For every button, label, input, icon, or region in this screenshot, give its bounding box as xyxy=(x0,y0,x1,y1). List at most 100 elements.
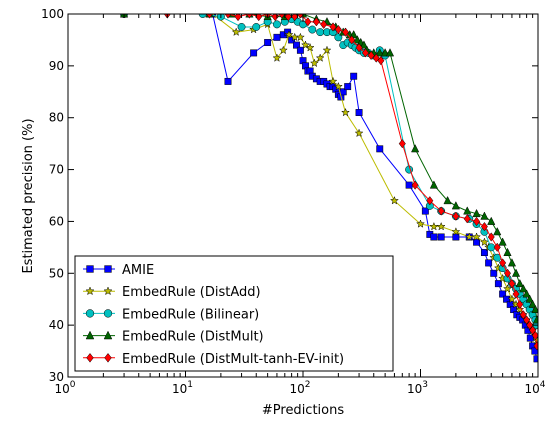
data-point xyxy=(480,211,489,220)
x-tick-base: 10 xyxy=(524,382,539,396)
data-point xyxy=(272,53,282,62)
data-point xyxy=(315,53,325,62)
data-point xyxy=(350,72,358,80)
legend-item: EmbedRule (Bilinear) xyxy=(83,307,259,322)
x-tick-label: 102 xyxy=(289,380,310,396)
data-point xyxy=(463,214,471,224)
legend-marker xyxy=(104,265,112,273)
data-point xyxy=(499,290,507,298)
legend-marker xyxy=(103,286,113,296)
data-point xyxy=(421,207,429,215)
data-point xyxy=(452,233,460,241)
legend-item: AMIE xyxy=(83,263,154,278)
x-tick-label: 100 xyxy=(54,380,75,396)
legend-item: EmbedRule (DistMult) xyxy=(83,330,264,345)
x-tick-label: 101 xyxy=(172,380,193,396)
data-point xyxy=(341,27,350,37)
data-point xyxy=(494,280,502,288)
data-point xyxy=(224,14,232,19)
data-point xyxy=(389,195,399,205)
y-tick-label: 60 xyxy=(49,214,64,228)
x-tick-exponent: 4 xyxy=(540,380,546,390)
data-point xyxy=(405,181,413,189)
series-0 xyxy=(120,14,538,363)
data-point xyxy=(507,294,517,304)
legend-marker xyxy=(86,352,94,363)
data-point xyxy=(312,17,320,27)
y-axis-label: Estimated precision (%) xyxy=(21,118,36,273)
data-point xyxy=(493,242,501,252)
data-point xyxy=(375,48,384,57)
data-point xyxy=(515,304,525,314)
data-point xyxy=(305,42,315,52)
x-tick-base: 10 xyxy=(172,382,187,396)
data-point xyxy=(416,219,425,228)
data-point xyxy=(376,145,384,153)
legend-marker xyxy=(85,330,95,340)
x-tick-base: 10 xyxy=(289,382,304,396)
data-point xyxy=(295,32,305,42)
x-tick-exponent: 1 xyxy=(187,380,193,390)
legend-marker xyxy=(103,309,113,318)
data-point xyxy=(426,196,434,206)
x-tick-label: 104 xyxy=(524,380,545,396)
data-point xyxy=(245,14,253,19)
data-point xyxy=(296,46,304,54)
data-point xyxy=(354,128,364,138)
legend-marker xyxy=(85,286,95,296)
data-point xyxy=(437,206,445,216)
legend-box xyxy=(74,255,394,372)
data-point xyxy=(531,304,538,314)
data-point xyxy=(503,247,512,256)
data-point xyxy=(507,258,517,267)
data-point xyxy=(205,14,213,19)
data-point xyxy=(250,49,258,57)
data-point xyxy=(309,58,319,68)
x-tick-base: 10 xyxy=(54,382,69,396)
x-tick-exponent: 3 xyxy=(422,380,428,390)
data-point xyxy=(322,45,332,55)
data-point xyxy=(515,278,524,288)
data-point xyxy=(511,268,521,277)
data-point xyxy=(355,43,363,53)
y-tick-label: 100 xyxy=(41,7,64,21)
legend: AMIE EmbedRule (DistAdd) EmbedRule (Biline… xyxy=(74,255,394,372)
data-point xyxy=(519,310,527,320)
data-point xyxy=(463,206,472,215)
y-tick-label: 80 xyxy=(49,111,64,125)
data-point xyxy=(231,27,241,36)
data-point xyxy=(334,24,342,35)
data-point xyxy=(284,14,292,22)
data-point xyxy=(273,33,281,41)
data-point xyxy=(252,23,261,31)
legend-label: AMIE xyxy=(122,263,154,278)
data-point xyxy=(344,83,352,91)
data-point xyxy=(490,269,498,277)
data-point xyxy=(499,258,507,268)
data-point xyxy=(296,14,304,19)
x-tick-exponent: 0 xyxy=(70,380,76,390)
legend-label: EmbedRule (DistMult-tanh-EV-init) xyxy=(122,352,344,367)
data-point xyxy=(367,50,375,61)
data-point xyxy=(237,23,246,31)
legend-marker xyxy=(103,330,113,340)
data-point xyxy=(436,221,446,231)
y-tick-label: 30 xyxy=(49,370,64,384)
data-point xyxy=(472,232,482,241)
data-point xyxy=(430,233,438,241)
data-point xyxy=(341,107,350,117)
data-point xyxy=(487,216,496,225)
data-point xyxy=(304,17,312,27)
data-point xyxy=(437,233,445,241)
x-tick-exponent: 2 xyxy=(305,380,311,390)
data-point xyxy=(480,249,488,256)
y-tick-label: 90 xyxy=(49,59,64,73)
data-point xyxy=(485,259,493,267)
data-point xyxy=(278,14,286,19)
data-point xyxy=(377,56,385,66)
data-point xyxy=(359,40,369,49)
data-point xyxy=(493,227,502,236)
data-point xyxy=(473,216,481,227)
data-point xyxy=(316,28,325,37)
